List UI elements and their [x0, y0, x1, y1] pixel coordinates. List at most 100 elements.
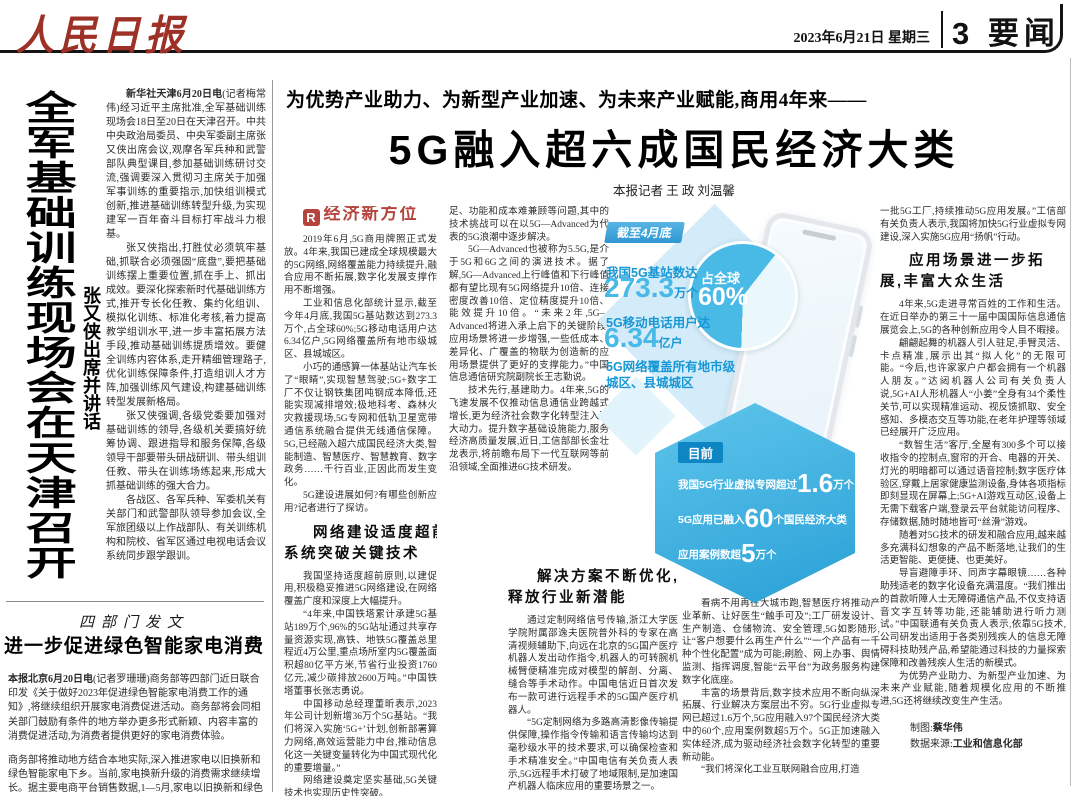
- paragraph: 4年来,5G走进寻常百姓的工作和生活。在近日举办的第三十一届中国国际信息通信展览…: [880, 300, 1066, 337]
- stat-number: 5: [741, 538, 756, 568]
- paragraph: “我们将深化工业互联网融合应用,打造: [701, 765, 860, 776]
- stat-unit: 万个: [755, 549, 777, 561]
- stat-unit: 个国民经济大类: [773, 514, 847, 526]
- stat-coverage-line1: 5G网络覆盖所有地市级: [606, 360, 736, 374]
- stat-number: 6.34: [604, 322, 659, 353]
- main-column-3: 解决方案不断优化, 释放行业新潜能 通过定制网络信号传输,浙江大学医学院附属邵逸…: [508, 560, 678, 796]
- paragraph: “4年来,中国铁塔累计承建5G基站189万个,96%的5G站址通过共享存量资源实…: [284, 609, 437, 697]
- stat-label: 5G应用已融入: [678, 514, 745, 526]
- paragraph: 翩翩起舞的机器人引人驻足,手臂灵活、卡点精准,展示出其“拟人化”的无限可能。“今…: [880, 338, 1066, 439]
- stat-unit: 万个: [833, 479, 855, 491]
- bottom-article-body: 本报北京6月20日电(记者罗珊珊)商务部等四部门近日联合印发《关于做好2023年…: [8, 663, 264, 793]
- subhead-applications: 应用场景进一步拓 展,丰富大众生活: [880, 251, 1066, 293]
- subhead-solutions: 解决方案不断优化, 释放行业新潜能: [508, 567, 678, 609]
- phone-side-button: [854, 305, 864, 328]
- 5g-infographic: 截至4月底 我国5G基站数达 273.3万个 占全球 60% 5G移动电话用户达…: [596, 198, 876, 606]
- paragraph: 2019年6月,5G商用牌照正式发放。4年来,我国已建成全球规模最大的5G网络,…: [284, 235, 437, 297]
- paragraph: 张又侠指出,打胜仗必须筑牢基础,抓联合必须强固“底盘”,要把基础训练摆上重要位置…: [106, 243, 266, 408]
- paragraph: 5G建设进展如何?有哪些创新应用?记者进行了探访。: [284, 490, 437, 514]
- paragraph: 5G—Advanced也被称为5.5G,是介于5G和6G之间的演进技术。据了解,…: [449, 245, 609, 384]
- left-article-subtitle: 张又侠出席并讲话: [81, 286, 101, 430]
- bottom-article-headline: 进一步促进绿色智能家电消费: [3, 636, 264, 657]
- paragraph: 新华社天津6月20日电(记者梅常伟)经习近平主席批准,全军基础训练现场会18日至…: [106, 88, 266, 242]
- stat-number: 1.6: [797, 468, 834, 498]
- stat-unit: 万个: [674, 286, 699, 300]
- paragraph: 我国坚持适度超前原则,以建促用,积极稳妥推进5G网络建设,在网络覆盖广度和深度上…: [284, 571, 437, 608]
- subhead-line: 展,丰富大众生活: [880, 274, 1006, 291]
- paragraph: 为优势产业助力、为新型产业加速、为未来产业赋能,随着规模化应用的不断推进,5G还…: [880, 671, 1066, 708]
- left-article-body: 新华社天津6月20日电(记者梅常伟)经习近平主席批准,全军基础训练现场会18日至…: [106, 88, 266, 596]
- paragraph: 技术先行,基建助力。4年来,5G的飞速发展不仅推动信息通信业跨越式增长,更为经济…: [449, 386, 609, 473]
- masthead-logo: 人民日报: [16, 10, 189, 60]
- credit-label: 数据来源:: [910, 738, 953, 750]
- credits: 制图:蔡华伟 数据来源:工业和信息化部: [880, 721, 1066, 753]
- column-divider: [272, 80, 273, 792]
- paragraph: 随着对5G技术的研发和融合应用,越来越多充满科幻想象的产品不断落地,让我们的生活…: [880, 530, 1066, 567]
- paragraph-text: (记者罗珊珊)商务部等四部门近日联合印发《关于做好2023年促进绿色智能家电消费…: [8, 674, 261, 742]
- hex-stat-use-cases: 应用案例数超5万个: [678, 540, 776, 566]
- paragraph: 小巧的通感算一体基站让汽车长了“眼睛”,实现智慧驾驶;5G+数字工厂不仅让钢铁集…: [284, 362, 437, 489]
- dateline: 本报北京6月20日电: [8, 674, 93, 685]
- paragraph: 导盲避障手环、同声字幕眼镜……各种助残适老的数字化设备充满温度。“我们推出的首款…: [880, 569, 1066, 669]
- paragraph: 通过定制网络信号传输,浙江大学医学院附属邵逸夫医院普外科的专家在高清视频辅助下,…: [508, 616, 678, 716]
- paragraph: 丰富的场景背后,数字技术应用不断向纵深拓展、行业解决方案层出不穷。5G行业虚拟专…: [682, 688, 880, 763]
- paragraph: 一批5G工厂,持续推动5G应用发展。”工信部有关负责人表示,我国将加快5G行业虚…: [880, 207, 1066, 243]
- paragraph: 看病不用再往大城市跑,智慧医疗将推动产业革新、让好医生“触手可及”;工厂研发设计…: [682, 599, 880, 686]
- left-article-headline: 全军基础训练现场会在天津召开: [17, 90, 75, 580]
- credit-label: 制图:: [910, 722, 933, 734]
- paragraph: 张又侠强调,各级党委要加强对基础训练的领导,各级机关要搞好统筹协调、跟进指导和服…: [106, 411, 266, 492]
- header-divider: [941, 11, 943, 48]
- section-name: 要闻: [987, 16, 1060, 51]
- main-article-kicker: 为优势产业助力、为新型产业加速、为未来产业赋能,商用4年来——: [286, 90, 867, 111]
- phone-side-button: [848, 334, 858, 358]
- paragraph: 网络建设奠定坚实基础,5G关键技术也实现历史性突破。: [284, 776, 437, 796]
- main-column-2: 足、功能和成本难兼顾等问题,其中的技术挑战可以在以5G—Advanced为代表的…: [449, 206, 609, 558]
- stat-basestation-value: 273.3万个: [604, 274, 698, 302]
- paragraph: 工业和信息化部统计显示,截至今年4月底,我国5G基站数达到273.3万个,占全球…: [284, 298, 437, 361]
- pie-value: 60%: [698, 283, 749, 311]
- subhead-line: 释放行业新潜能: [508, 590, 627, 607]
- hex-stat-economy-categories: 5G应用已融入60个国民经济大类: [678, 505, 847, 531]
- subhead-line: 应用场景进一步拓: [909, 253, 1045, 270]
- page-number-section: 3 要闻: [952, 8, 1058, 53]
- page-right-border: [1070, 58, 1071, 786]
- credit-name: 工业和信息化部: [952, 738, 1023, 750]
- header-rule-frame: [0, 4, 1063, 53]
- paragraph: 商务部将推动地方结合本地实际,深入推进家电以旧换新和绿色智能家电下乡。当前,家电…: [8, 755, 263, 793]
- badge-currently: 目前: [678, 442, 724, 463]
- stat-number: 273.3: [604, 272, 675, 303]
- main-article-byline: 本报记者 王 政 刘温馨: [613, 184, 735, 198]
- stat-basestation-label: 我国5G基站数达: [606, 266, 698, 280]
- stat-number: 60: [744, 503, 774, 533]
- stat-coverage-line2: 城区、县城城区: [606, 376, 694, 390]
- main-article-headline: 5G融入超六成国民经济大类: [388, 127, 960, 173]
- credit-source: 数据来源:工业和信息化部: [910, 737, 1066, 753]
- paragraph: “5G定制网络为多路高清影像传输提供保障,操作指令传输和语言传输均达到毫秒级水平…: [508, 718, 678, 793]
- paragraph: “数智生活”客厅,全屋有300多个可以接收指令的控制点,窗帘的开合、电器的开关、…: [880, 441, 1066, 528]
- column-logo: R 经济新方位: [284, 206, 437, 226]
- column-logo-label: 经济新方位: [323, 206, 419, 223]
- hex-stat-private-networks: 我国5G行业虚拟专网超过1.6万个: [678, 470, 854, 496]
- pie-chart-global-share: [688, 241, 798, 351]
- stat-label: 应用案例数超: [678, 549, 741, 561]
- section-divider: [6, 601, 264, 602]
- r-logo-icon: R: [302, 209, 320, 226]
- credit-name: 蔡华伟: [932, 722, 963, 734]
- dateline: 新华社天津6月20日电: [126, 89, 223, 100]
- subhead-line: 解决方案不断优化,: [537, 569, 678, 585]
- credit-design: 制图:蔡华伟: [910, 721, 1066, 737]
- subhead-line: 系统突破关键技术: [284, 545, 420, 562]
- main-column-4: 看病不用再往大城市跑,智慧医疗将推动产业革新、让好医生“触手可及”;工厂研发设计…: [682, 598, 880, 796]
- paragraph: 本报北京6月20日电(记者罗珊珊)商务部等四部门近日联合印发《关于做好2023年…: [8, 673, 264, 744]
- pie-label: 占全球: [701, 271, 741, 286]
- subhead-network: 网络建设适度超前, 系统突破关键技术: [284, 523, 437, 565]
- stat-users-value: 6.34亿户: [604, 324, 683, 352]
- stat-label: 我国5G行业虚拟专网超过: [678, 479, 798, 491]
- paragraph: 足、功能和成本难兼顾等问题,其中的技术挑战可以在以5G—Advanced为代表的…: [449, 207, 609, 243]
- paragraph: 中国移动总经理董昕表示,2023年公司计划新增36万个5G基站。“我们将深入实施…: [284, 699, 437, 774]
- paragraph: 各战区、各军兵种、军委机关有关部门和武警部队领导参加会议,全军旅团级以上作战部队…: [106, 495, 266, 562]
- subhead-line: 网络建设适度超前,: [313, 524, 437, 541]
- main-column-1: R 经济新方位 2019年6月,5G商用牌照正式发放。4年来,我国已建成全球规模最…: [284, 206, 437, 796]
- badge-as-of-april: 截至4月底: [604, 222, 685, 243]
